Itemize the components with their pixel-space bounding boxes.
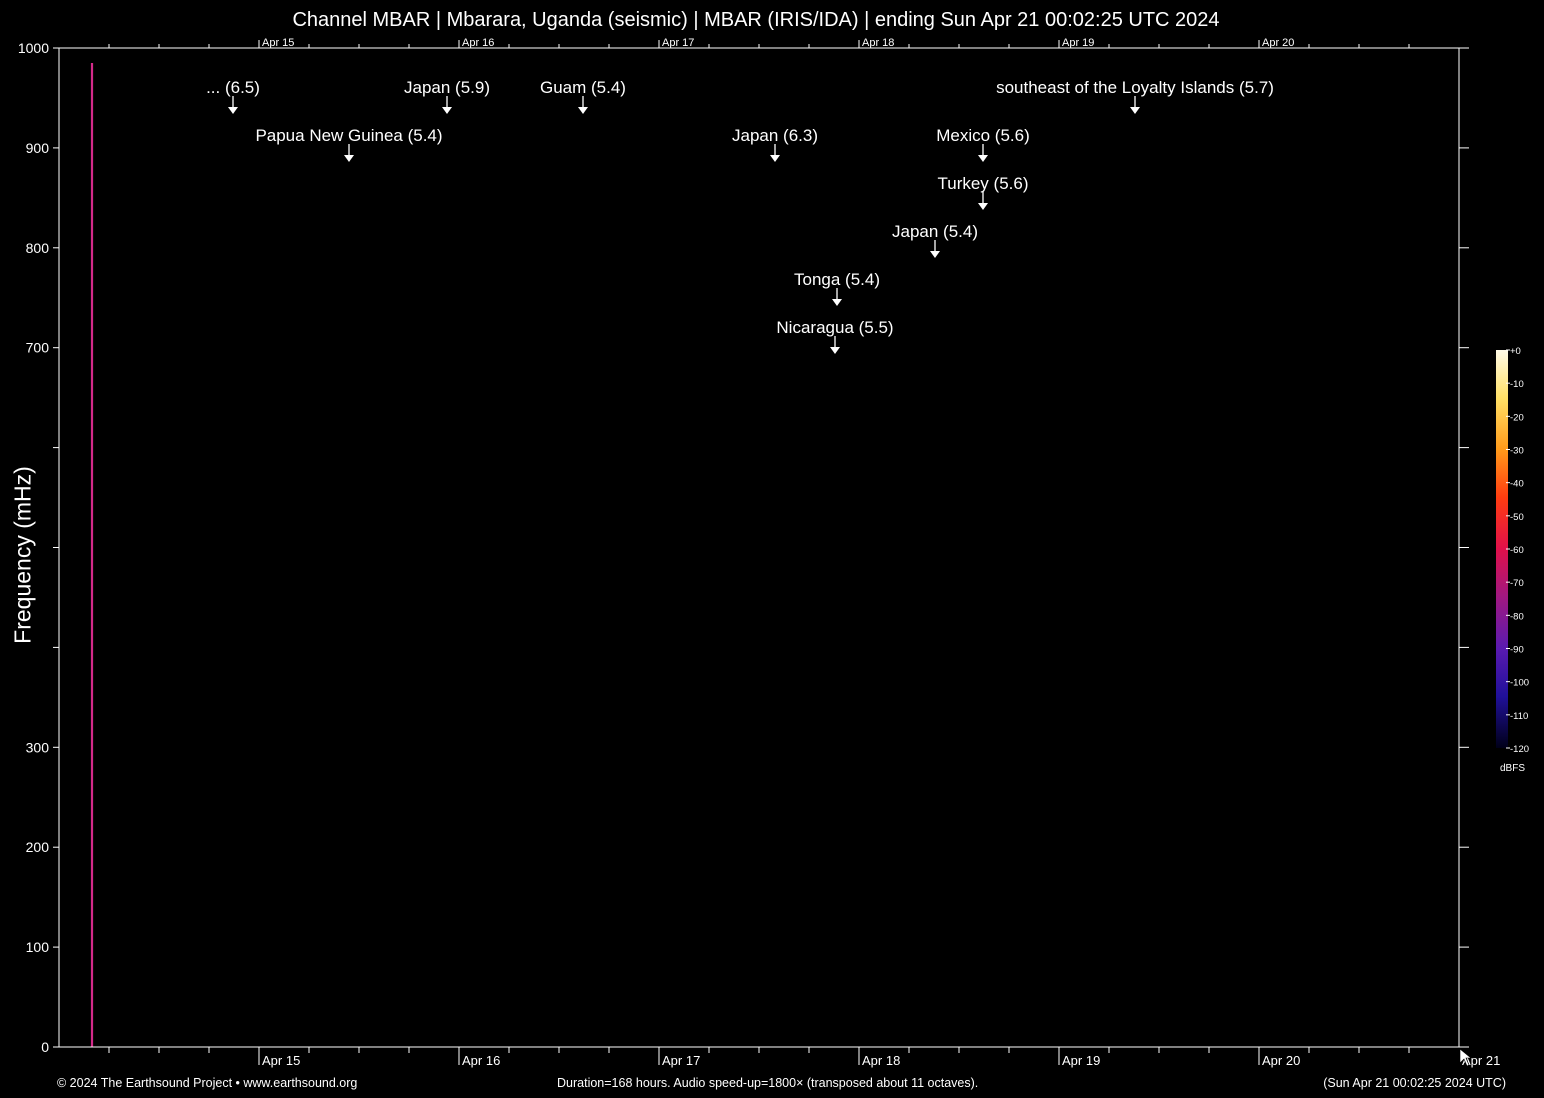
intensity-band-0	[769, 77, 919, 1048]
colorbar-unit: dBFS	[1500, 763, 1525, 774]
y-tick-label-800: 800	[26, 240, 50, 256]
timestamp-text: (Sun Apr 21 00:02:25 2024 UTC)	[1323, 1076, 1506, 1090]
colorbar-tick-label: -10	[1510, 379, 1524, 390]
event-label: Tonga (5.4)	[794, 270, 880, 289]
x-tick-label-top: Apr 15	[262, 37, 294, 49]
intensity-band-2	[669, 987, 769, 1047]
event-label: Japan (5.4)	[892, 222, 978, 241]
event-arrow-head	[830, 347, 840, 354]
event-annotation-7: Turkey (5.6)	[937, 174, 1029, 210]
colorbar-tick-label: -90	[1510, 645, 1524, 656]
event-arrow-head	[1130, 107, 1140, 114]
colorbar-gradient	[1496, 350, 1508, 748]
x-tick-label-bottom: Apr 16	[462, 1053, 500, 1068]
y-tick-label-100: 100	[26, 939, 50, 955]
event-label: Guam (5.4)	[540, 78, 626, 97]
colorbar-tick-label: -20	[1510, 412, 1524, 423]
y-tick-label-700: 700	[26, 340, 50, 356]
colorbar-tick-label: -40	[1510, 479, 1524, 490]
event-annotations: ... (6.5) Japan (5.9) Guam (5.4) southeast …	[206, 78, 1274, 354]
colorbar: +0 -10 -20 -30 -40 -50 -60 -70 -80 -90 -100 -110 -12…	[1459, 346, 1529, 1067]
copyright-text: © 2024 The Earthsound Project • www.eart…	[57, 1076, 358, 1090]
event-annotation-6: Mexico (5.6)	[936, 126, 1030, 162]
x-tick-label-top: Apr 17	[662, 37, 694, 49]
event-annotation-10: Nicaragua (5.5)	[776, 318, 894, 354]
event-arrow-head	[832, 299, 842, 306]
intensity-band-1	[919, 927, 1015, 1047]
event-arrow-head	[930, 251, 940, 258]
y-tick-label-300: 300	[26, 739, 50, 755]
y-tick-label-1000: 1000	[18, 40, 49, 56]
x-tick-label-top: Apr 19	[1062, 37, 1094, 49]
intensity-band-3	[59, 987, 359, 1047]
x-tick-label-bottom: Apr 19	[1062, 1053, 1100, 1068]
x-tick-label-bottom: Apr 18	[862, 1053, 900, 1068]
event-annotation-8: Japan (5.4)	[892, 222, 978, 258]
colorbar-tick-label: -110	[1510, 711, 1528, 722]
x-tick-label-top: Apr 18	[862, 37, 894, 49]
y-tick-label-200: 200	[26, 839, 50, 855]
x-tick-label-top: Apr 16	[462, 37, 494, 49]
event-annotation-1: Japan (5.9)	[404, 78, 490, 114]
event-label: Papua New Guinea (5.4)	[255, 126, 442, 145]
event-annotation-2: Guam (5.4)	[540, 78, 626, 114]
plot-background	[59, 48, 1459, 1047]
x-tick-label-top: Apr 20	[1262, 37, 1294, 49]
event-annotation-0: ... (6.5)	[206, 78, 260, 114]
intensity-band-4	[1015, 1027, 1459, 1047]
colorbar-tick-label: -70	[1510, 578, 1524, 589]
event-label: Mexico (5.6)	[936, 126, 1030, 145]
event-annotation-4: Papua New Guinea (5.4)	[255, 126, 443, 162]
y-tick-label-0: 0	[41, 1039, 49, 1055]
event-arrow-head	[978, 155, 988, 162]
x-tick-label-bottom: Apr 20	[1262, 1053, 1300, 1068]
plot-area	[59, 48, 1459, 1048]
event-arrow-head	[228, 107, 238, 114]
event-arrow-head	[344, 155, 354, 162]
colorbar-tick-label: -100	[1510, 678, 1529, 689]
event-label: Turkey (5.6)	[937, 174, 1028, 193]
chart-title: Channel MBAR | Mbarara, Uganda (seismic)…	[292, 9, 1220, 31]
x-tick-label-bottom: Apr 21	[1462, 1053, 1500, 1068]
mouse-cursor-icon	[1459, 1048, 1472, 1067]
event-label: Japan (6.3)	[732, 126, 818, 145]
event-annotation-3: southeast of the Loyalty Islands (5.7)	[996, 78, 1274, 114]
event-arrow-head	[442, 107, 452, 114]
event-annotation-5: Japan (6.3)	[732, 126, 818, 162]
colorbar-tick-label: -120	[1510, 744, 1529, 755]
event-label: Japan (5.9)	[404, 78, 490, 97]
event-label: Nicaragua (5.5)	[776, 318, 893, 337]
colorbar-tick-label: -60	[1510, 545, 1524, 556]
event-label: ... (6.5)	[206, 78, 260, 97]
x-tick-label-bottom: Apr 15	[262, 1053, 300, 1068]
y-tick-label-900: 900	[26, 140, 50, 156]
event-label: southeast of the Loyalty Islands (5.7)	[996, 78, 1274, 97]
colorbar-tick-label: -80	[1510, 611, 1524, 622]
duration-text: Duration=168 hours. Audio speed-up=1800×…	[557, 1076, 979, 1090]
x-tick-label-bottom: Apr 17	[662, 1053, 700, 1068]
event-annotation-9: Tonga (5.4)	[794, 270, 880, 306]
axes: 0 100 200 300 700 800 900 1000 Apr 15 Apr 16 Apr 1…	[18, 37, 1500, 1068]
colorbar-tick-label: +0	[1510, 346, 1521, 357]
colorbar-tick-label: -30	[1510, 446, 1524, 457]
event-arrow-head	[578, 107, 588, 114]
event-arrow-head	[978, 203, 988, 210]
colorbar-tick-label: -50	[1510, 512, 1524, 523]
event-arrow-head	[770, 155, 780, 162]
